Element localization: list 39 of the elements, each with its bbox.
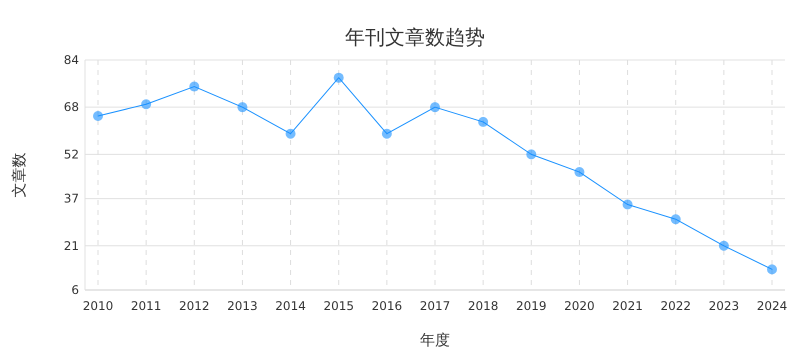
point xyxy=(382,128,392,139)
x-tick-label: 2021 xyxy=(612,299,643,313)
point xyxy=(141,99,152,110)
point xyxy=(574,167,584,178)
chart-title: 年刊文章数趋势 xyxy=(345,25,485,49)
y-tick-label: 6 xyxy=(71,283,79,297)
x-tick-label: 2017 xyxy=(420,299,450,313)
x-axis-title: 年度 xyxy=(420,331,450,349)
x-tick-label: 2023 xyxy=(708,299,740,313)
x-tick-label: 2019 xyxy=(516,299,547,313)
x-tick-label: 2011 xyxy=(130,299,162,313)
point xyxy=(670,214,681,224)
y-tick-label: 52 xyxy=(64,147,79,162)
x-tick-label: 2018 xyxy=(468,299,498,313)
x-tick-label: 2024 xyxy=(756,299,788,313)
point xyxy=(93,111,103,122)
point xyxy=(718,240,729,251)
y-tick-label: 21 xyxy=(64,238,79,253)
point xyxy=(767,264,777,274)
x-tick-label: 2015 xyxy=(323,299,354,313)
point xyxy=(478,116,488,127)
y-tick-label: 37 xyxy=(64,192,79,206)
x-tick-label: 2013 xyxy=(227,299,258,313)
x-tick-label: 2020 xyxy=(564,299,595,313)
x-tick-label: 2014 xyxy=(275,299,306,313)
point xyxy=(430,102,440,112)
y-tick-label: 68 xyxy=(64,100,79,114)
y-axis-title: 文章数 xyxy=(10,152,28,198)
x-tick-label: 2022 xyxy=(660,299,691,313)
point xyxy=(237,102,248,112)
x-tick-label: 2016 xyxy=(372,299,402,313)
point xyxy=(622,199,633,210)
point xyxy=(334,72,344,83)
y-tick-label: 84 xyxy=(64,53,79,67)
x-tick-label: 2010 xyxy=(82,299,114,313)
point xyxy=(526,149,536,160)
point xyxy=(189,82,200,92)
x-tick-label: 2012 xyxy=(179,299,210,313)
point xyxy=(286,128,296,139)
